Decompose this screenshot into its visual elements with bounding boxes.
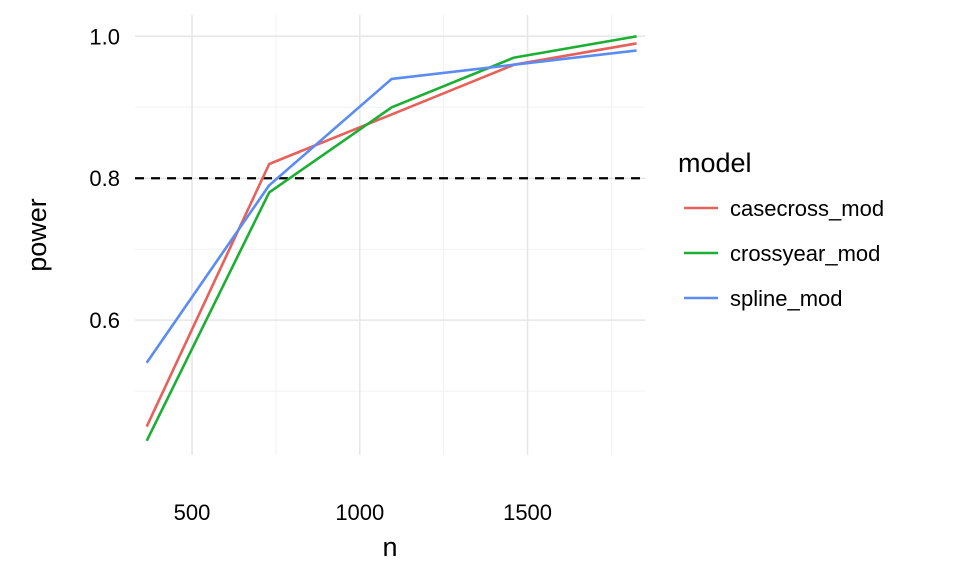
legend-label: spline_mod [730,286,843,311]
legend-title: model [678,148,752,178]
y-tick-label: 0.6 [89,308,120,333]
series-line-spline_mod [145,49,637,364]
y-axis-tick-labels: 0.6 0.8 1.0 [89,24,120,333]
legend-item-spline_mod: spline_mod [684,286,843,311]
legend-item-casecross_mod: casecross_mod [684,196,884,221]
legend-items: casecross_mod crossyear_mod spline_mod [684,196,884,311]
x-axis-tick-labels: 500 1000 1500 [174,500,552,525]
legend-item-crossyear_mod: crossyear_mod [684,241,880,266]
x-tick-label: 500 [174,500,211,525]
series-line-casecross_mod [145,42,637,428]
series-line-crossyear_mod [145,35,637,442]
legend: model casecross_mod crossyear_mod spline_m… [678,148,884,311]
series-lines [145,35,637,442]
y-tick-label: 1.0 [89,24,120,49]
x-axis-title: n [382,532,397,562]
legend-label: crossyear_mod [730,241,880,266]
y-tick-label: 0.8 [89,166,120,191]
x-tick-label: 1000 [335,500,384,525]
x-tick-label: 1500 [503,500,552,525]
legend-label: casecross_mod [730,196,884,221]
y-axis-title: power [22,198,52,272]
